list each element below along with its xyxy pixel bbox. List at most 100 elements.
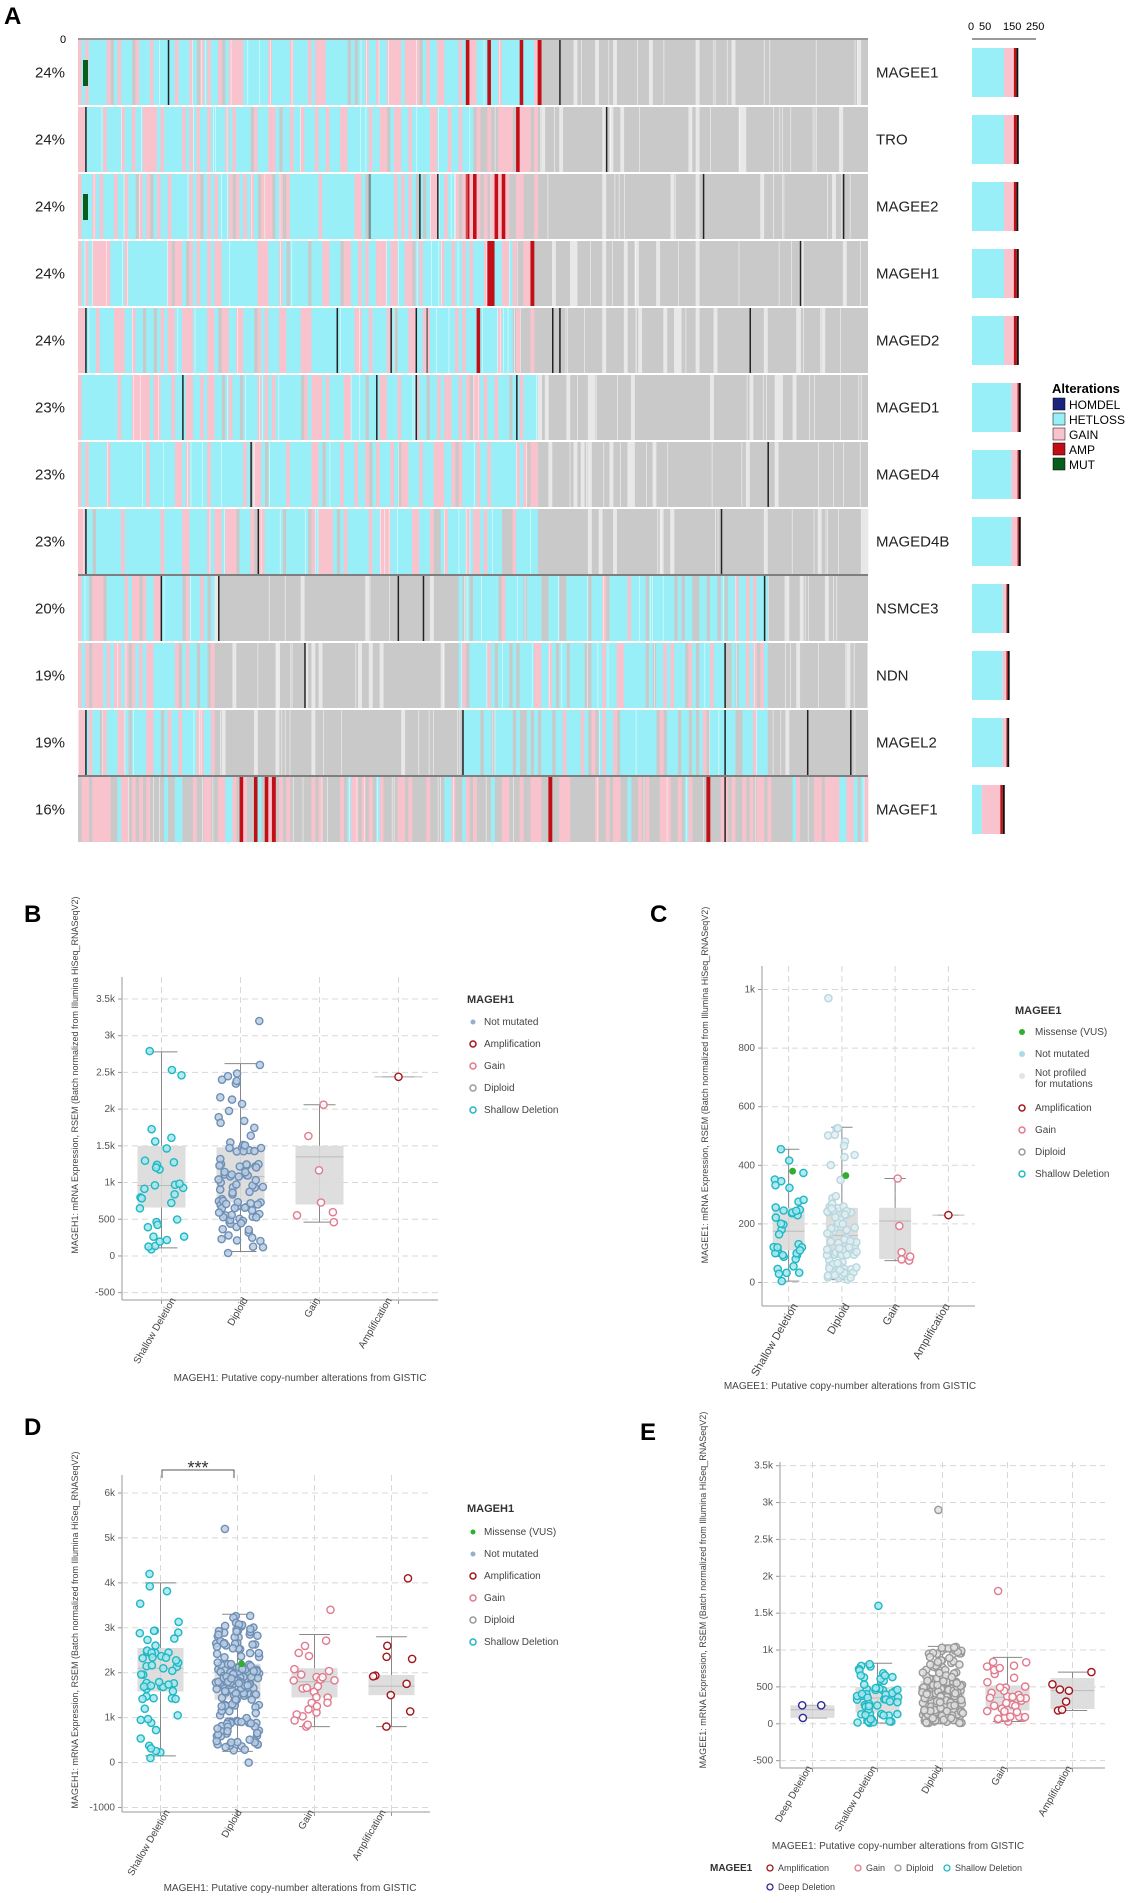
data-point xyxy=(220,1167,229,1177)
oncoprint-cell xyxy=(340,509,345,574)
oncoprint-cell xyxy=(368,308,373,373)
oncoprint-cell-mark xyxy=(422,576,425,641)
data-point xyxy=(248,1640,257,1649)
oncoprint-cell xyxy=(99,308,104,373)
oncoprint-cell xyxy=(519,107,524,172)
data-point xyxy=(939,1676,948,1686)
histogram-bar xyxy=(1013,249,1017,298)
oncoprint-cell xyxy=(99,777,104,842)
y-tick-label: 3.5k xyxy=(754,1461,774,1472)
oncoprint-cell xyxy=(92,777,97,842)
oncoprint-cell xyxy=(174,643,179,708)
data-point xyxy=(850,1150,859,1160)
oncoprint-cell xyxy=(239,308,244,373)
oncoprint-cell xyxy=(117,40,122,105)
oncoprint-cell xyxy=(264,241,269,306)
data-point xyxy=(871,1683,881,1693)
oncoprint-cell xyxy=(110,442,115,507)
oncoprint-cell xyxy=(648,710,653,775)
data-point xyxy=(225,1143,234,1153)
oncoprint-cell xyxy=(824,576,829,641)
oncoprint-cell xyxy=(236,107,240,172)
plot-b-legend: MAGEH1 Not mutated Amplification Gain Di… xyxy=(467,994,559,1116)
oncoprint-cell xyxy=(221,777,226,842)
oncoprint-cell xyxy=(178,308,183,373)
data-point xyxy=(162,1586,172,1596)
oncoprint-cell xyxy=(656,576,661,641)
histogram-bar-end xyxy=(1007,584,1010,633)
oncoprint-cell xyxy=(426,174,431,239)
data-point xyxy=(905,1252,915,1261)
oncoprint-cell xyxy=(214,40,219,105)
oncoprint-cell xyxy=(609,710,614,775)
histogram-bar xyxy=(972,115,1004,164)
oncoprint-cell xyxy=(289,174,294,239)
oncoprint-cell xyxy=(645,777,650,842)
panel-label-d: D xyxy=(24,1414,41,1441)
oncoprint-cell-mark xyxy=(749,308,751,373)
oncoprint-cell xyxy=(95,643,100,708)
oncoprint-cell xyxy=(534,40,538,105)
oncoprint-cell xyxy=(99,107,104,172)
plot-c-legend-label-2: Not profiled xyxy=(1035,1068,1086,1079)
oncoprint-cell xyxy=(498,643,503,708)
data-point xyxy=(138,1653,147,1663)
plot-d-legend-marker-2 xyxy=(469,1572,477,1580)
oncoprint-cell-mark xyxy=(218,576,220,641)
oncoprint-cell xyxy=(164,509,169,574)
oncoprint-cell xyxy=(85,442,90,507)
data-point xyxy=(989,1701,999,1710)
oncoprint-cell xyxy=(343,174,348,239)
oncoprint-cell xyxy=(469,643,474,708)
oncoprint-cell xyxy=(174,241,179,306)
oncoprint-cell xyxy=(225,375,230,440)
data-point xyxy=(216,1118,225,1128)
oncoprint-gene-maged2: MAGED2 xyxy=(876,333,939,350)
data-point xyxy=(826,1160,836,1170)
oncoprint-cell xyxy=(228,509,233,574)
data-point xyxy=(150,1137,160,1146)
histogram-bar xyxy=(1006,718,1008,767)
oncoprint-cell xyxy=(494,308,499,373)
oncoprint-cell-mark xyxy=(85,308,87,373)
y-tick-label: 3.5k xyxy=(96,994,116,1005)
oncoprint-cell xyxy=(253,40,258,105)
oncoprint-cell xyxy=(742,107,747,172)
data-point xyxy=(151,1725,161,1735)
data-point xyxy=(232,1236,242,1245)
oncoprint-cell xyxy=(271,442,276,507)
data-point xyxy=(1008,1692,1017,1702)
box xyxy=(1050,1678,1095,1710)
oncoprint-cell xyxy=(444,375,449,440)
data-point xyxy=(982,1706,992,1716)
data-point xyxy=(256,1143,266,1153)
oncoprint-cell xyxy=(512,40,517,105)
oncoprint-cell xyxy=(440,643,445,708)
oncoprint-cell-mark xyxy=(437,174,439,239)
oncoprint-cell xyxy=(706,777,711,842)
oncoprint-cell xyxy=(580,643,585,708)
oncoprint-cell xyxy=(124,509,129,574)
data-point xyxy=(955,1718,964,1728)
oncoprint-cell xyxy=(386,308,391,373)
oncoprint-cell xyxy=(146,643,151,708)
oncoprint-cell xyxy=(81,643,86,708)
oncoprint-cell xyxy=(264,777,269,842)
oncoprint-cell xyxy=(297,509,301,574)
oncoprint-cell xyxy=(347,509,352,574)
oncoprint-cell xyxy=(516,308,520,373)
oncoprint-cell-mark xyxy=(415,308,418,373)
oncoprint-cell xyxy=(174,308,179,373)
oncoprint-cell xyxy=(731,643,736,708)
oncoprint-cell xyxy=(526,710,531,775)
plot-e-legend: MAGEE1 Amplification Gain Diploid Shallo… xyxy=(710,1863,1022,1892)
oncoprint-cell xyxy=(368,375,373,440)
legend-label-mut: MUT xyxy=(1069,458,1096,472)
oncoprint-cell xyxy=(473,40,477,105)
oncoprint-cell xyxy=(490,643,495,708)
oncoprint-cell xyxy=(311,710,316,775)
oncoprint-cell xyxy=(350,375,355,440)
oncoprint-cell xyxy=(225,509,230,574)
oncoprint-cell xyxy=(192,442,197,507)
